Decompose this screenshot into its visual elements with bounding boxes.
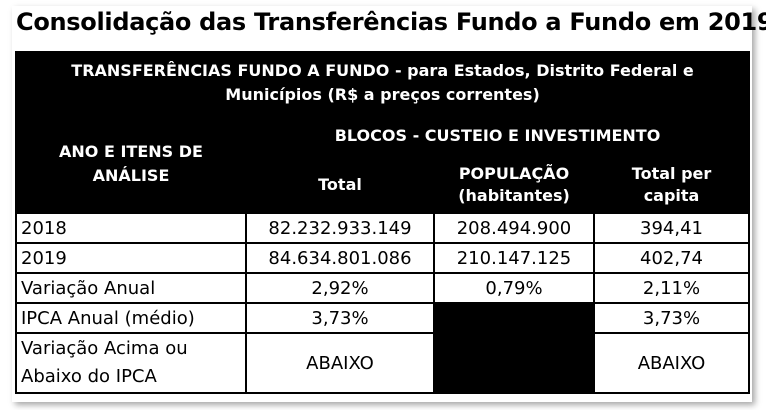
row-label: Variação Anual: [15, 272, 247, 304]
report-card: Consolidação das Transferências Fundo a …: [12, 6, 766, 402]
cell-populacao: 208.494.900: [433, 212, 595, 244]
header-ano-line2: ANÁLISE: [92, 165, 170, 185]
cell-per-capita: 3,73%: [592, 302, 751, 334]
table-row: 2019 84.634.801.086 210.147.125 402,74: [15, 242, 751, 274]
cell-populacao: 210.147.125: [433, 242, 595, 274]
cell-per-capita: 2,11%: [592, 272, 751, 304]
header-per-capita: Total per capita: [592, 155, 751, 214]
header-populacao: POPULAÇÃO (habitantes): [433, 155, 595, 214]
main-header-line2: Municípios (R$ a preços correntes): [225, 85, 540, 104]
row-label: IPCA Anual (médio): [15, 302, 247, 334]
cell-total: ABAIXO: [245, 332, 435, 394]
cell-populacao-empty: [433, 302, 595, 334]
cell-total: 84.634.801.086: [245, 242, 435, 274]
transfer-table: TRANSFERÊNCIAS FUNDO A FUNDO - para Esta…: [14, 51, 751, 394]
header-ano-line1: ANO E ITENS DE: [59, 141, 203, 161]
row-label-line2: Abaixo do IPCA: [21, 366, 157, 387]
cell-total: 3,73%: [245, 302, 435, 334]
cell-per-capita: ABAIXO: [592, 332, 751, 394]
table-row: 2018 82.232.933.149 208.494.900 394,41: [15, 212, 751, 244]
header-percap-line1: Total per: [631, 163, 712, 183]
row-label: Variação Acima ou Abaixo do IPCA: [15, 332, 247, 394]
cell-total: 82.232.933.149: [245, 212, 435, 244]
table-main-header: TRANSFERÊNCIAS FUNDO A FUNDO - para Esta…: [14, 51, 751, 115]
table-row: Variação Anual 2,92% 0,79% 2,11%: [15, 272, 751, 304]
main-header-line1: TRANSFERÊNCIAS FUNDO A FUNDO - para Esta…: [71, 61, 694, 80]
cell-populacao: 0,79%: [433, 272, 595, 304]
header-pop-line2: (habitantes): [458, 185, 570, 205]
cell-per-capita: 402,74: [592, 242, 751, 274]
row-label: 2019: [15, 242, 247, 274]
cell-populacao-empty: [433, 332, 595, 394]
header-total: Total: [245, 155, 435, 214]
header-ano-itens: ANO E ITENS DE ANÁLISE: [15, 113, 247, 214]
header-percap-line2: capita: [643, 185, 700, 205]
row-label-line1: Variação Acima ou: [21, 338, 188, 359]
header-pop-line1: POPULAÇÃO: [458, 163, 570, 183]
page-title: Consolidação das Transferências Fundo a …: [16, 8, 766, 36]
table-row: IPCA Anual (médio) 3,73% 3,73%: [15, 302, 751, 334]
cell-total: 2,92%: [245, 272, 435, 304]
header-blocos: BLOCOS - CUSTEIO E INVESTIMENTO: [244, 113, 751, 157]
table-row: Variação Acima ou Abaixo do IPCA ABAIXO …: [15, 332, 751, 394]
cell-per-capita: 394,41: [592, 212, 751, 244]
row-label: 2018: [15, 212, 247, 244]
